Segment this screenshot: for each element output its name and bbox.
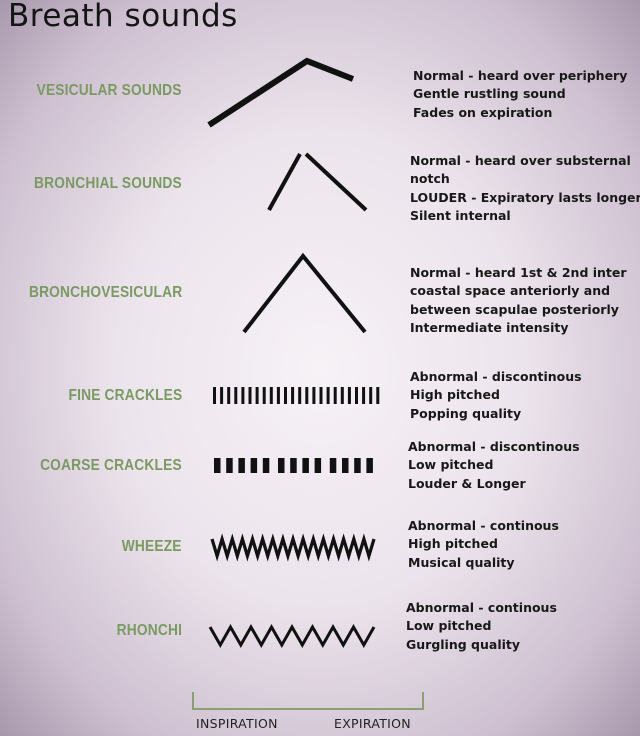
pattern-mark (355, 387, 358, 404)
sound-label: RHONCHI (116, 622, 182, 639)
sound-label: COARSE CRACKLES (40, 457, 182, 474)
pattern-mark (255, 387, 259, 404)
pattern-mark (284, 387, 287, 404)
description-line: Abnormal - discontinous (408, 439, 580, 454)
sound-description: Abnormal - continous High pitched Musica… (408, 517, 559, 572)
pattern-mark (329, 458, 337, 473)
description-line: Normal - heard over periphery (413, 68, 628, 83)
pattern-mark (227, 387, 231, 404)
description-line: Musical quality (408, 554, 515, 570)
sound-label: VESICULAR SOUNDS (37, 82, 182, 99)
pattern-mark (214, 458, 221, 473)
sound-description: Normal - heard over substernal notch LOU… (410, 152, 640, 225)
pattern-mark (220, 387, 224, 404)
description-line: High pitched (408, 536, 498, 552)
description-line: between scapulae posteriorly (410, 301, 619, 317)
pattern-mark (333, 387, 337, 404)
description-line: Gurgling quality (406, 636, 521, 652)
pattern-mark (276, 387, 280, 404)
description-line: LOUDER - Expiratory lasts longer (410, 189, 640, 205)
description-line: High pitched (410, 387, 500, 403)
inspiration-label: INSPIRATION (196, 716, 278, 731)
description-line: Abnormal - continous (406, 600, 557, 615)
description-line: Abnormal - discontinous (410, 369, 582, 384)
sound-description: Abnormal - discontinous High pitched Pop… (410, 368, 582, 423)
pattern-mark (213, 387, 216, 404)
sound-label: FINE CRACKLES (68, 387, 182, 404)
sound-description: Abnormal - discontinous Low pitched Loud… (408, 438, 580, 493)
pattern-mark (262, 387, 266, 404)
description-line: Abnormal - continous (408, 518, 559, 533)
description-line: Gentle rustling sound (413, 86, 566, 102)
pattern-mark (326, 387, 330, 404)
pattern-wave (210, 533, 376, 562)
pattern-mark (362, 387, 366, 404)
expiration-label: EXPIRATION (334, 716, 411, 731)
pattern-mark (250, 458, 258, 473)
pattern-mark (340, 387, 344, 404)
sound-description: Abnormal - continous Low pitched Gurglin… (406, 599, 557, 654)
pattern-mark (314, 458, 322, 473)
description-line: Low pitched (408, 457, 494, 473)
description-line: notch (410, 171, 450, 187)
pattern-mark (342, 458, 349, 473)
pattern-wave (208, 623, 376, 649)
pattern-mark (298, 387, 302, 404)
pattern-mark (291, 387, 295, 404)
description-line: Popping quality (410, 405, 522, 421)
page-title: Breath sounds (8, 0, 238, 34)
pattern-mark (369, 387, 373, 404)
pattern-mark (262, 458, 270, 473)
sound-label: BRONCHOVESICULAR (28, 284, 182, 301)
pattern-mark (312, 387, 316, 404)
description-line: coastal space anteriorly and (410, 283, 611, 299)
pattern-mark (376, 387, 380, 404)
pattern-mark (354, 458, 361, 473)
pattern-mark (278, 458, 285, 473)
sound-description: Normal - heard 1st & 2nd inter coastal s… (410, 264, 627, 337)
pattern-mark (319, 387, 323, 404)
pattern-mark (269, 387, 273, 404)
pattern-mark (366, 458, 373, 473)
pattern-mark (290, 458, 297, 473)
description-line: Low pitched (406, 618, 492, 634)
pattern-mark (302, 458, 309, 473)
pattern-mark (347, 387, 351, 404)
description-line: Louder & Longer (408, 475, 526, 491)
sound-label: BRONCHIAL SOUNDS (34, 175, 182, 192)
description-line: Silent internal (410, 207, 511, 223)
description-line: Normal - heard over substernal (410, 153, 631, 168)
description-line: Fades on expiration (413, 104, 553, 120)
pattern-mark (241, 387, 245, 404)
pattern-mark (238, 458, 245, 473)
pattern-mark (305, 387, 309, 404)
sound-label: WHEEZE (122, 538, 182, 555)
description-line: Intermediate intensity (410, 319, 569, 335)
pattern-mark (226, 458, 233, 473)
pattern-mark (234, 387, 238, 404)
description-line: Normal - heard 1st & 2nd inter (410, 265, 627, 280)
pattern-mark (248, 387, 252, 404)
sound-description: Normal - heard over periphery Gentle rus… (413, 67, 627, 122)
